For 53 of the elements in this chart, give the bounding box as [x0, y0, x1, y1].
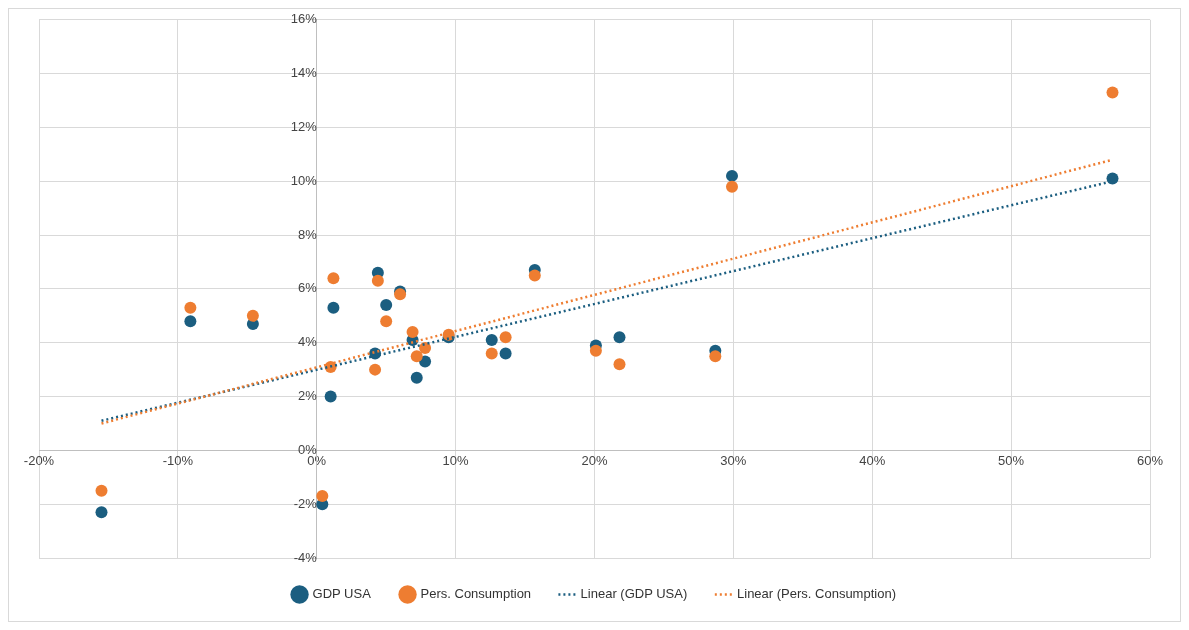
point [369, 363, 382, 376]
y-tick-label: 2% [297, 388, 318, 404]
point [1106, 172, 1119, 185]
point [371, 274, 384, 287]
y-tick-label: 14% [290, 65, 318, 81]
point [419, 342, 432, 355]
point [184, 315, 197, 328]
x-tick-label: 50% [998, 452, 1025, 468]
point [184, 301, 197, 314]
x-tick-label: 10% [442, 452, 470, 468]
x-tick-label: 40% [859, 452, 886, 468]
x-tick-label: 30% [720, 452, 747, 468]
point [324, 390, 337, 403]
point [316, 490, 329, 503]
y-tick-label: 12% [290, 119, 318, 135]
point [709, 350, 722, 363]
y-tick-label: 0% [297, 441, 318, 457]
point [410, 371, 423, 384]
point [725, 169, 738, 182]
point [95, 484, 108, 497]
point [613, 358, 626, 371]
x-tick-label: -10% [162, 452, 194, 468]
point [528, 269, 541, 282]
point [1106, 86, 1119, 99]
x-tick-label: 20% [581, 452, 608, 468]
point [485, 347, 498, 360]
x-tick-label: 60% [1136, 452, 1164, 468]
point [380, 315, 393, 328]
point [327, 301, 340, 314]
legend-label: Pers. Consumption [420, 586, 532, 602]
point [95, 506, 108, 519]
legend-label: GDP USA [312, 586, 372, 602]
y-tick-label: 10% [290, 172, 318, 188]
legend-label: Linear (Pers. Consumption) [737, 586, 896, 602]
point [410, 350, 423, 363]
y-tick-label: 6% [297, 280, 318, 296]
y-tick-label: 16% [290, 11, 318, 27]
y-tick-label: -2% [293, 495, 318, 511]
legend-label: Linear (GDP USA) [580, 586, 688, 602]
y-tick-label: -4% [293, 549, 318, 565]
y-tick-label: 8% [297, 226, 318, 242]
point [725, 180, 738, 193]
point [246, 309, 259, 322]
y-tick-label: 4% [297, 334, 318, 350]
point [327, 272, 340, 285]
point [485, 334, 498, 347]
point [589, 344, 602, 357]
point [499, 331, 512, 344]
point [380, 299, 393, 312]
point [613, 331, 626, 344]
point [406, 325, 419, 338]
x-tick-label: -20% [23, 452, 55, 468]
point [499, 347, 512, 360]
